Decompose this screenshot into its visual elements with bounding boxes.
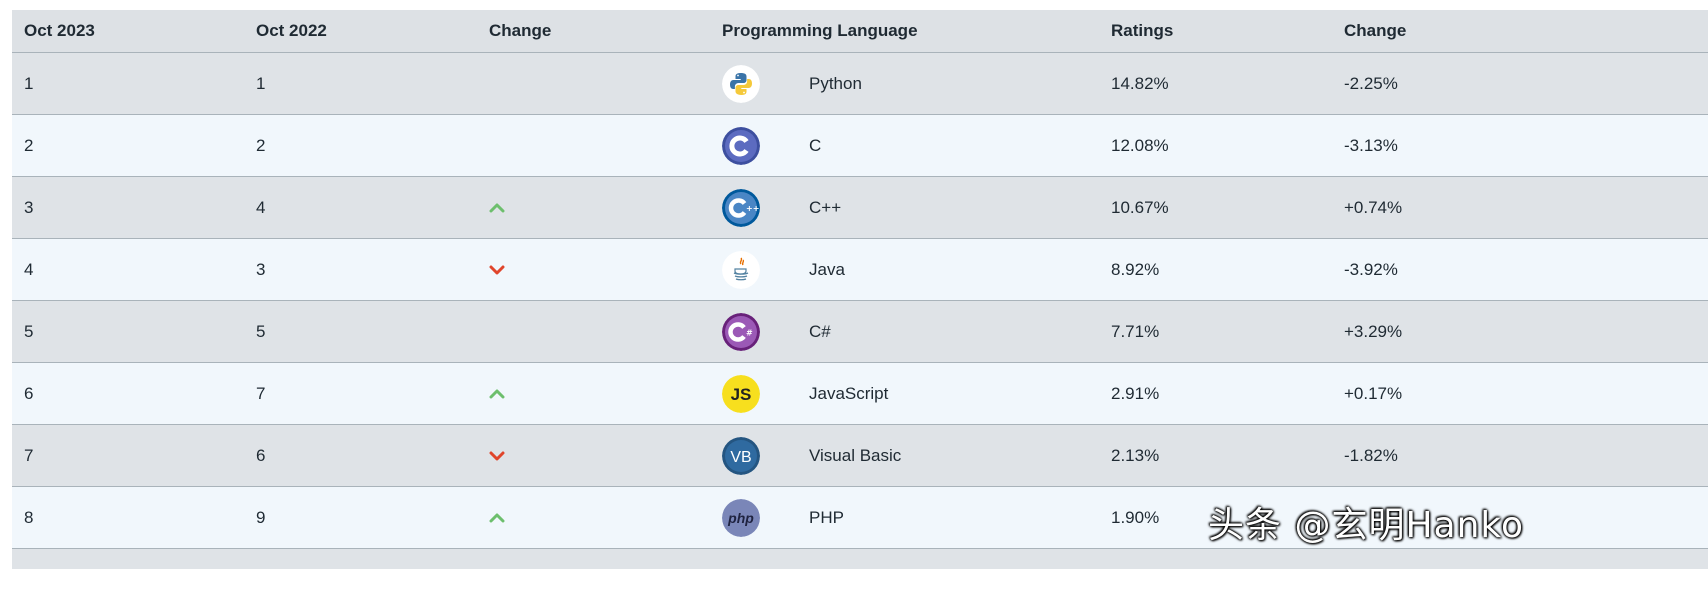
- rating-value: 14.82%: [1111, 73, 1169, 93]
- rank-oct-2022: 7: [256, 383, 266, 403]
- change-value: -3.13%: [1344, 135, 1398, 155]
- trend-cell: [489, 177, 505, 238]
- language-name[interactable]: C++: [809, 197, 842, 217]
- trend-cell: [489, 487, 505, 548]
- rank-oct-2022: 1: [256, 73, 266, 93]
- python-icon: [722, 64, 760, 103]
- rank-oct-2022: 6: [256, 445, 266, 465]
- rank-oct-2022: 4: [256, 197, 266, 217]
- table-row-partial: [12, 549, 1708, 569]
- language-icon-cell: ++: [722, 177, 760, 238]
- change-value: -1.82%: [1344, 445, 1398, 465]
- rating-value: 1.90%: [1111, 507, 1160, 527]
- rating-value: 10.67%: [1111, 197, 1169, 217]
- trend-up-icon: [489, 512, 505, 524]
- watermark: 头条 @玄明Hanko: [1208, 505, 1524, 546]
- table-row[interactable]: 3 4 ++ C++ 10.67% +0.74%: [12, 177, 1708, 239]
- rating-value: 8.92%: [1111, 259, 1160, 279]
- language-name[interactable]: C#: [809, 321, 831, 341]
- svg-text:VB: VB: [730, 449, 751, 466]
- language-icon-cell: [722, 53, 760, 114]
- language-icon-cell: JS: [722, 363, 760, 424]
- table-row[interactable]: 4 3 Java 8.92% -3.92%: [12, 239, 1708, 301]
- table-row[interactable]: 5 5 # C# 7.71% +3.29%: [12, 301, 1708, 363]
- change-value: +3.29%: [1344, 321, 1403, 341]
- tiobe-ranking-table: Oct 2023 Oct 2022 Change Programming Lan…: [12, 10, 1708, 569]
- rank-oct-2023: 6: [24, 383, 34, 403]
- language-name[interactable]: Java: [809, 259, 845, 279]
- table-row[interactable]: 6 7 JS JavaScript 2.91% +0.17%: [12, 363, 1708, 425]
- table-row[interactable]: 2 2 C 12.08% -3.13%: [12, 115, 1708, 177]
- rating-value: 12.08%: [1111, 135, 1169, 155]
- trend-up-icon: [489, 202, 505, 214]
- trend-cell: [489, 239, 505, 300]
- php-icon: php: [722, 498, 760, 537]
- rank-oct-2022: 2: [256, 135, 266, 155]
- language-name[interactable]: PHP: [809, 507, 844, 527]
- language-icon-cell: VB: [722, 425, 760, 486]
- rank-oct-2023: 4: [24, 259, 34, 279]
- header-oct-2022[interactable]: Oct 2022: [256, 21, 327, 40]
- header-change-percent[interactable]: Change: [1344, 21, 1407, 40]
- language-icon-cell: [722, 239, 760, 300]
- header-ratings[interactable]: Ratings: [1111, 21, 1174, 40]
- language-name[interactable]: Visual Basic: [809, 445, 902, 465]
- csharp-icon: #: [722, 312, 760, 351]
- table-row[interactable]: 7 6 VB Visual Basic 2.13% -1.82%: [12, 425, 1708, 487]
- c-icon: [722, 126, 760, 165]
- language-icon-cell: #: [722, 301, 760, 362]
- trend-down-icon: [489, 450, 505, 462]
- change-value: -3.92%: [1344, 259, 1398, 279]
- header-programming-language[interactable]: Programming Language: [722, 21, 918, 40]
- language-icon-cell: [722, 115, 760, 176]
- language-name[interactable]: C: [809, 135, 822, 155]
- table-header: Oct 2023 Oct 2022 Change Programming Lan…: [12, 10, 1708, 53]
- table-body: 1 1 Python 14.82% -2.25% 2 2 C 12.08% -3.13% 3 4 ++ C…: [12, 53, 1708, 549]
- table-row[interactable]: 8 9 php PHP 1.90%: [12, 487, 1708, 549]
- rating-value: 2.91%: [1111, 383, 1160, 403]
- rating-value: 7.71%: [1111, 321, 1160, 341]
- trend-cell: [489, 425, 505, 486]
- visual-basic-icon: VB: [722, 436, 760, 475]
- trend-down-icon: [489, 264, 505, 276]
- cpp-icon: ++: [722, 188, 760, 227]
- rank-oct-2022: 3: [256, 259, 266, 279]
- rank-oct-2022: 9: [256, 507, 266, 527]
- language-icon-cell: php: [722, 487, 760, 548]
- change-value: +0.74%: [1344, 197, 1403, 217]
- change-value: +0.17%: [1344, 383, 1403, 403]
- language-name[interactable]: JavaScript: [809, 383, 889, 403]
- svg-text:++: ++: [746, 204, 759, 213]
- rank-oct-2023: 2: [24, 135, 34, 155]
- java-icon: [722, 250, 760, 289]
- javascript-icon: JS: [722, 374, 760, 413]
- rank-oct-2023: 1: [24, 73, 34, 93]
- rank-oct-2023: 7: [24, 445, 34, 465]
- change-value: -2.25%: [1344, 73, 1398, 93]
- rank-oct-2023: 5: [24, 321, 34, 341]
- rank-oct-2023: 8: [24, 507, 34, 527]
- svg-text:JS: JS: [731, 385, 752, 404]
- trend-up-icon: [489, 388, 505, 400]
- header-change[interactable]: Change: [489, 21, 552, 40]
- header-oct-2023[interactable]: Oct 2023: [24, 21, 95, 40]
- rating-value: 2.13%: [1111, 445, 1160, 465]
- svg-text:php: php: [727, 510, 754, 526]
- svg-text:#: #: [746, 328, 753, 337]
- rank-oct-2022: 5: [256, 321, 266, 341]
- language-name[interactable]: Python: [809, 73, 862, 93]
- table-row[interactable]: 1 1 Python 14.82% -2.25%: [12, 53, 1708, 115]
- trend-cell: [489, 363, 505, 424]
- rank-oct-2023: 3: [24, 197, 34, 217]
